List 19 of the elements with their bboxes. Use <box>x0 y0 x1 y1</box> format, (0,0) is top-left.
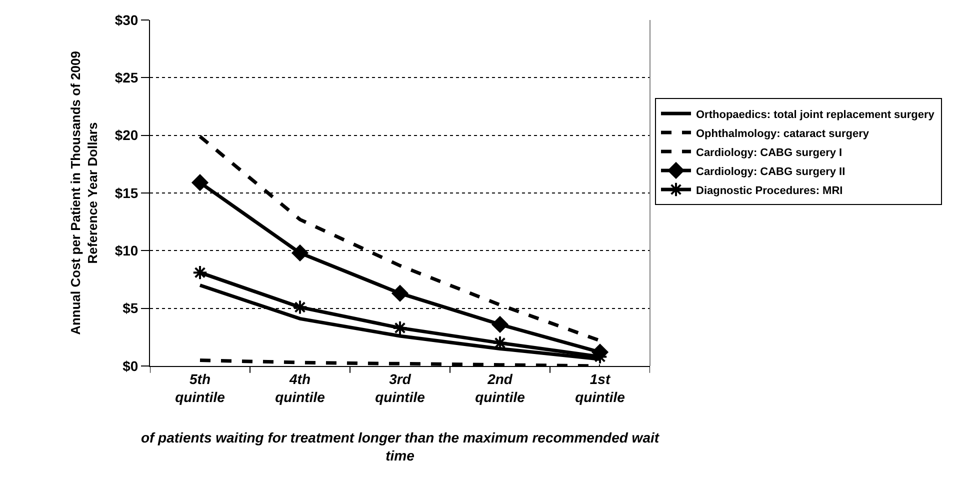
legend-label: Orthopaedics: total joint replacement surgery <box>696 108 936 121</box>
legend-label: Cardiology: CABG surgery I <box>696 146 842 159</box>
y-tick-label: $10 <box>114 242 138 259</box>
x-tick-label: 4th quintile <box>275 370 326 405</box>
y-tick-label: $30 <box>114 12 138 28</box>
legend-label: Diagnostic Procedures: MRI <box>696 184 843 197</box>
x-tick-label: 2nd quintile <box>475 370 526 405</box>
y-tick-label: $15 <box>114 184 138 201</box>
y-tick-label: $20 <box>114 127 138 144</box>
legend-label: Cardiology: CABG surgery II <box>696 166 846 178</box>
x-tick-label: 3rd quintile <box>375 370 426 405</box>
x-tick-label: 1st quintile <box>575 370 626 405</box>
y-tick-label: $0 <box>122 358 138 374</box>
y-tick-label: $5 <box>122 300 138 316</box>
x-tick-label: 5th quintile <box>175 370 226 405</box>
legend-label: Ophthalmology: cataract surgery <box>696 128 870 140</box>
x-axis-title: of patients waiting for treatment longer than the maximum recommended wait time <box>140 429 660 464</box>
y-tick-label: $25 <box>114 70 138 86</box>
y-axis-title: Annual Cost per Patient in Thousands of 2009 Reference Year Dollars <box>68 51 100 335</box>
